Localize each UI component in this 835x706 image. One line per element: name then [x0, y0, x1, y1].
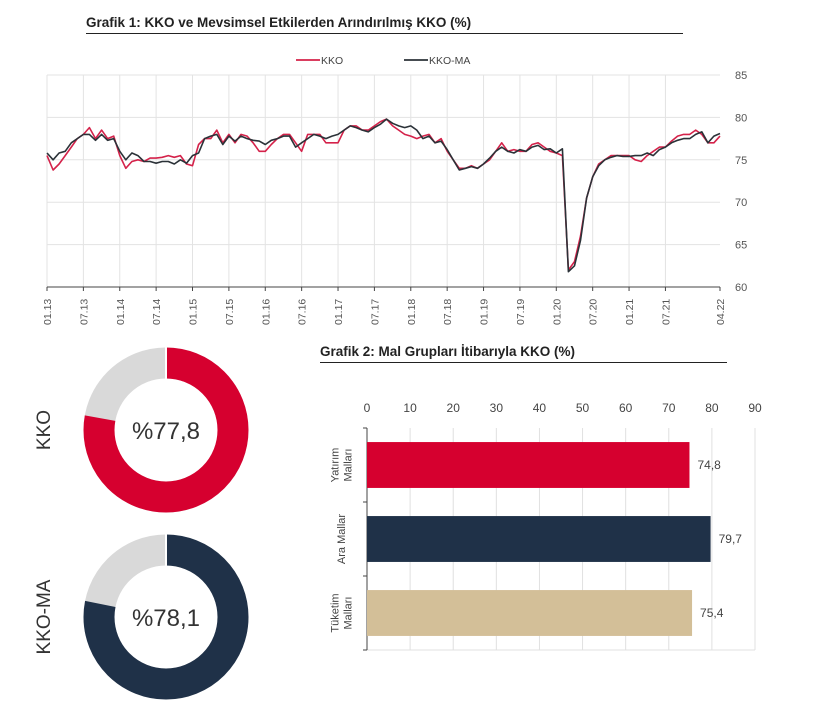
x-tick-label: 01.16: [260, 299, 272, 325]
category-label: Malları: [343, 596, 355, 629]
x-tick-label: 04.22: [715, 299, 727, 325]
chart1-title: Grafik 1: KKO ve Mevsimsel Etkilerden Ar…: [86, 15, 683, 34]
y-tick-label: 65: [735, 240, 747, 252]
category-label: Ara Mallar: [336, 514, 348, 564]
x-tick-label: 0: [364, 401, 371, 415]
x-tick-label: 90: [748, 401, 762, 415]
legend-label-kko-ma: KKO-MA: [429, 55, 470, 67]
y-tick-label: 75: [735, 155, 747, 167]
x-tick-label: 01.14: [115, 299, 127, 325]
category-label: Malları: [343, 448, 355, 481]
bar: [367, 442, 690, 488]
x-tick-label: 07.14: [151, 299, 163, 325]
x-tick-label: 07.19: [515, 299, 527, 325]
x-tick-label: 01.20: [551, 299, 563, 325]
series-line-kko-ma: [46, 118, 721, 273]
category-label: Tüketim: [330, 593, 342, 632]
y-tick-label: 60: [735, 282, 747, 294]
x-tick-label: 01.15: [188, 299, 200, 325]
x-tick-label: 07.18: [442, 299, 454, 325]
x-tick-label: 10: [403, 401, 417, 415]
x-tick-label: 07.13: [78, 299, 90, 325]
x-tick-label: 01.17: [333, 299, 345, 325]
x-tick-label: 30: [490, 401, 504, 415]
bar: [367, 590, 693, 636]
x-tick-label: 40: [533, 401, 547, 415]
x-tick-label: 60: [619, 401, 633, 415]
x-tick-label: 07.17: [369, 299, 381, 325]
y-tick-label: 80: [735, 112, 747, 124]
donut-center-label: %77,8: [132, 418, 200, 445]
x-tick-label: 50: [576, 401, 590, 415]
x-tick-label: 70: [662, 401, 676, 415]
category-label: Yatırım: [330, 448, 342, 483]
x-tick-label: 07.20: [588, 299, 600, 325]
x-tick-label: 80: [705, 401, 719, 415]
bar-value-label: 75,4: [700, 606, 724, 620]
x-tick-label: 20: [447, 401, 461, 415]
x-tick-label: 07.21: [660, 299, 672, 325]
x-tick-label: 01.13: [42, 299, 54, 325]
x-tick-label: 07.15: [224, 299, 236, 325]
bar: [367, 516, 711, 562]
donut-center-label: %78,1: [132, 605, 200, 632]
bar-value-label: 74,8: [697, 458, 721, 472]
series-line-kko: [46, 118, 721, 271]
x-tick-label: 07.16: [297, 299, 309, 325]
bar-value-label: 79,7: [719, 532, 743, 546]
chart2-title: Grafik 2: Mal Grupları İtibarıyla KKO (%…: [320, 344, 727, 363]
x-tick-label: 01.18: [406, 299, 418, 325]
x-tick-label: 01.19: [479, 299, 491, 325]
y-tick-label: 70: [735, 197, 747, 209]
x-tick-label: 01.21: [624, 299, 636, 325]
y-tick-label: 85: [735, 70, 747, 82]
donut-side-label: KKO-MA: [34, 579, 55, 654]
donut-side-label: KKO: [34, 410, 55, 450]
legend-label-kko: KKO: [321, 55, 343, 67]
